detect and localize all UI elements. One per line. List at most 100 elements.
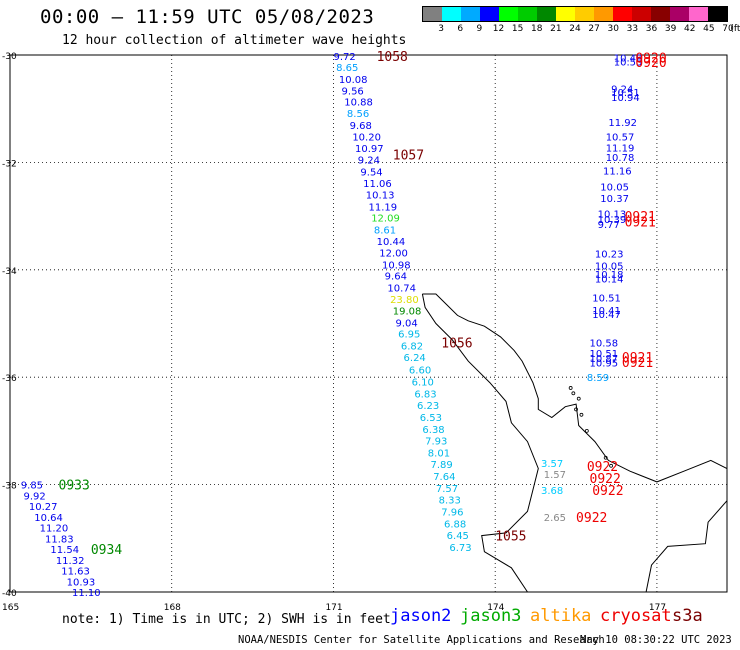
wave-height-label: 10.57: [606, 133, 635, 144]
wave-height-label: 6.82: [401, 342, 423, 353]
wave-height-label: 10.05: [600, 183, 629, 194]
wave-height-label: 7.57: [436, 484, 458, 495]
lon-tick-label: 171: [325, 603, 342, 613]
wave-height-label: 6.83: [414, 389, 436, 400]
wave-height-label: 11.54: [50, 545, 79, 556]
color-scale-swatch: [518, 7, 537, 21]
color-scale-label: 33: [626, 24, 639, 34]
color-scale-label: 36: [645, 24, 658, 34]
wave-height-label: 9.92: [23, 491, 45, 502]
color-scale-label: 24: [569, 24, 581, 34]
footer-timestamp: May 10 08:30:22 UTC 2023: [580, 634, 732, 646]
color-scale-label: 45: [703, 24, 715, 34]
color-scale-label: 15: [511, 24, 524, 34]
island: [571, 391, 576, 396]
time-label: 0921: [622, 351, 653, 366]
island: [568, 386, 573, 390]
island: [574, 407, 578, 412]
wave-height-label: 7.93: [425, 437, 447, 448]
wave-height-label: 9.54: [360, 168, 382, 179]
wave-height-label: 10.27: [29, 502, 58, 513]
lon-tick-label: 165: [2, 603, 19, 613]
wave-height-label: 8.59: [587, 373, 609, 384]
wave-height-label: 9.85: [21, 481, 43, 492]
wave-height-label: 6.23: [417, 401, 439, 412]
wave-height-label: 10.95: [590, 359, 619, 370]
color-scale-swatch: [689, 7, 708, 21]
lat-tick-label: -38: [2, 482, 17, 492]
wave-height-label: 10.48: [614, 54, 643, 65]
lon-tick-label: 174: [487, 603, 504, 613]
wave-height-label: 10.64: [34, 513, 63, 524]
wave-height-label: 10.51: [611, 88, 640, 99]
wave-height-label: 10.23: [595, 250, 624, 261]
legend-cryosat: cryosat: [600, 606, 672, 626]
wave-height-label: 6.45: [447, 531, 469, 542]
color-scale-label: 3: [438, 24, 444, 34]
wave-height-label: 10.94: [611, 93, 640, 104]
wave-height-label: 10.51: [590, 349, 619, 360]
color-scale-label: 39: [664, 24, 677, 34]
wave-height-label: 10.18: [595, 270, 624, 281]
color-scale-swatch: [708, 7, 727, 21]
wave-height-label: 2.65: [544, 513, 566, 524]
wave-height-label: 10.37: [600, 194, 629, 205]
wave-height-label: 3.68: [541, 486, 563, 497]
island: [579, 412, 584, 417]
wave-height-label: 11.19: [369, 202, 398, 213]
lon-tick-label: 168: [164, 603, 181, 613]
wave-height-label: 10.98: [382, 260, 411, 271]
wave-height-label: 11.32: [56, 556, 85, 567]
wave-height-label: 8.33: [439, 496, 461, 507]
time-label: 0922: [590, 472, 621, 487]
color-scale-label: 6: [457, 24, 464, 34]
legend-jason2: jason2: [390, 606, 452, 626]
time-label: 0922: [576, 511, 607, 526]
time-label: 1055: [495, 530, 526, 545]
color-scale-swatch: [651, 7, 670, 21]
time-label: 0933: [59, 479, 90, 494]
wave-height-label: 10.58: [590, 338, 619, 349]
wave-height-label: 9.56: [342, 86, 364, 97]
color-scale-swatch: [594, 7, 613, 21]
color-scale-swatch: [556, 7, 575, 21]
wave-height-label: 11.63: [61, 567, 90, 578]
wave-height-label: 9.24: [611, 84, 633, 95]
wave-height-label: 7.64: [433, 472, 455, 483]
time-label: 0921: [625, 215, 656, 230]
color-scale-swatch: [575, 7, 594, 21]
legend-s3a: s3a: [672, 606, 703, 626]
wave-height-label: 10.08: [339, 75, 368, 86]
footer-credit: NOAA/NESDIS Center for Satellite Applica…: [238, 634, 605, 646]
wave-height-label: 9.72: [333, 52, 355, 63]
wave-height-label: 11.19: [606, 143, 635, 154]
color-scale-swatch: [632, 7, 651, 21]
color-scale-swatch: [499, 7, 518, 21]
time-label: 0921: [625, 210, 656, 225]
color-scale-label: 12: [492, 24, 505, 34]
lon-tick-label: 177: [649, 603, 666, 613]
time-label: 0921: [622, 356, 653, 371]
time-label: 0922: [592, 484, 623, 499]
time-label: 0920: [635, 56, 666, 71]
wave-height-label: 9.24: [358, 156, 380, 167]
wave-height-label: 8.56: [347, 109, 369, 120]
wave-height-label: 8.65: [336, 63, 358, 74]
wave-height-label: 10.13: [598, 209, 627, 220]
wave-height-label: 10.47: [592, 310, 621, 321]
wave-height-label: 10.88: [344, 98, 373, 109]
color-scale-label: 70: [722, 24, 734, 34]
island: [609, 463, 613, 468]
wave-height-label: 6.53: [420, 413, 442, 424]
wave-height-label: 10.41: [592, 306, 621, 317]
wave-height-label: 23.80: [390, 295, 419, 306]
color-scale-label: 42: [684, 24, 696, 34]
color-scale-swatch: [423, 7, 442, 21]
color-scale-label: 21: [550, 24, 562, 34]
footer-note: note: 1) Time is in UTC; 2) SWH is in fe…: [62, 612, 391, 627]
wave-height-label: 7.89: [430, 460, 452, 471]
time-label: 0922: [587, 460, 618, 475]
